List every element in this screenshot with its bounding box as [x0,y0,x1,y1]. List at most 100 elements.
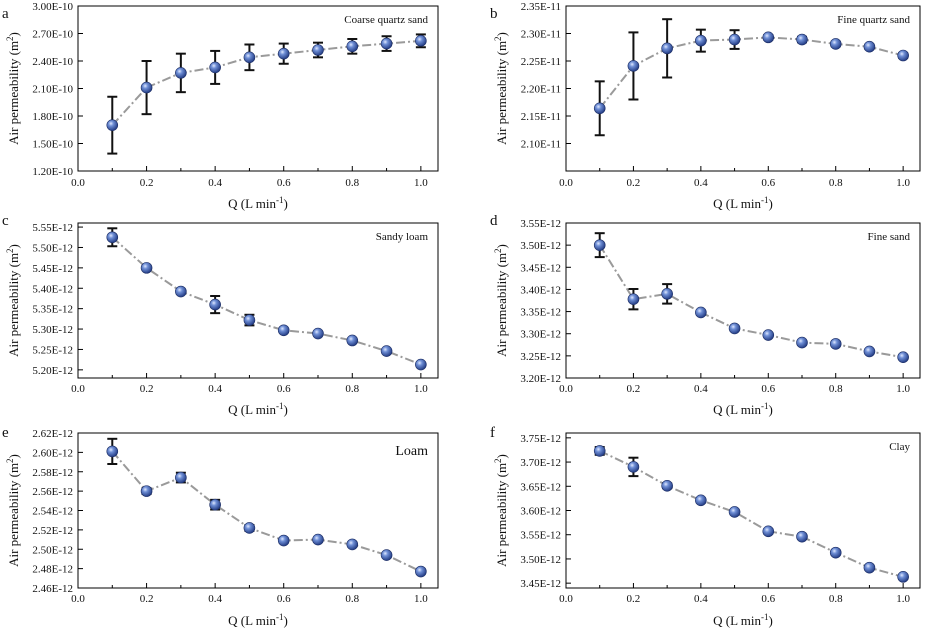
y-tick-label: 5.40E-12 [32,283,73,295]
x-tick-label: 0.6 [277,383,291,395]
data-point [415,565,427,578]
data-point [762,31,775,44]
x-axis-title: Q (L min-1) [713,195,773,211]
data-point [897,351,909,363]
data-point [175,285,187,298]
y-tick-label: 2.10E-11 [521,139,561,151]
panel-e: e Loam 0.0 0.2 0.4 0.6 0.8 1.0 2.46E-12 2.48E-12 2… [2,425,439,628]
data-point [796,336,808,349]
data-point [627,60,640,72]
series-line [111,39,421,126]
data-point [209,298,221,311]
data-point [346,40,359,53]
data-point [243,314,256,326]
x-tick-label: 0.0 [71,593,85,605]
x-tick-label: 0.0 [71,177,85,189]
panel-f: f Clay 0.0 0.2 0.4 0.6 0.8 1.0 3.45E-12 3.50E-12 3… [490,425,921,628]
x-tick-label: 0.6 [761,593,775,605]
y-tick-label: 2.54E-12 [32,506,73,518]
y-tick-label: 2.25E-11 [521,56,561,68]
x-tick-label: 0.6 [761,177,775,189]
x-tick-label: 0.4 [208,383,222,395]
x-tick-label: 1.0 [414,593,428,605]
y-tick-label: 2.10E-10 [32,84,73,96]
y-axis-title: Air permeability (m2) [493,32,509,145]
data-point [380,37,393,50]
x-tick-label: 0.2 [140,383,154,395]
data-point [897,571,909,583]
y-tick-label: 5.55E-12 [32,222,73,234]
series-line [598,36,904,109]
data-point [312,327,324,340]
plot-frame [565,222,921,379]
y-tick-label: 3.20E-12 [520,373,561,385]
data-point [243,522,256,534]
panel-c: c Sandy loam 0.0 0.2 0.4 0.6 0.8 1.0 5.20E-12 5.2… [2,213,439,417]
data-point [728,33,741,46]
data-point [829,38,842,50]
x-axis-title: Q (L min-1) [228,195,288,211]
plot-frame [565,5,921,172]
legend-text: Sandy loam [376,231,429,243]
data-point [106,119,119,131]
data-point [728,506,741,518]
y-tick-label: 3.40E-12 [520,284,561,296]
data-point [312,44,324,56]
y-tick-label: 3.00E-10 [32,1,73,13]
x-tick-label: 0.8 [829,593,843,605]
data-point [140,485,153,497]
x-tick-label: 0.2 [627,383,641,395]
legend-text: Coarse quartz sand [344,14,428,26]
y-tick-label: 2.35E-11 [521,1,561,13]
y-tick-label: 2.48E-12 [32,564,73,576]
data-point [863,561,876,574]
x-tick-label: 0.6 [277,593,291,605]
x-tick-label: 1.0 [896,593,910,605]
panel-d: d Fine sand 0.0 0.2 0.4 0.6 0.8 1.0 3.20E-12 3.25… [490,213,921,417]
y-tick-label: 2.30E-11 [521,29,561,41]
data-point [140,262,153,274]
y-tick-label: 1.80E-10 [32,111,73,123]
x-axis-title: Q (L min-1) [228,612,288,628]
x-tick-label: 0.8 [345,177,359,189]
x-axis-title: Q (L min-1) [713,401,773,417]
y-tick-label: 5.30E-12 [32,324,73,336]
x-tick-label: 0.2 [627,593,641,605]
panel-a: a Coarse quartz sand 0.0 0.2 0.4 0.6 0.8 1.0 1.2… [2,1,439,211]
legend-text: Loam [395,444,428,459]
y-tick-label: 2.62E-12 [32,428,73,440]
y-tick-label: 3.45E-12 [520,578,561,590]
y-tick-label: 3.70E-12 [520,457,561,469]
data-point [796,33,808,46]
y-tick-label: 2.60E-12 [32,447,73,459]
data-point [661,479,673,492]
y-tick-label: 3.50E-12 [520,240,561,252]
plot-frame [77,5,439,172]
y-axis-title: Air permeability (m2) [493,454,509,567]
y-tick-label: 5.25E-12 [32,344,73,356]
data-point [277,324,290,337]
y-axis-title: Air permeability (m2) [493,244,509,357]
data-point [762,525,775,538]
data-point [627,461,640,473]
y-tick-label: 2.52E-12 [32,525,73,537]
y-tick-label: 3.75E-12 [520,433,561,445]
y-tick-label: 3.60E-12 [520,506,561,518]
x-tick-label: 0.4 [208,177,222,189]
x-tick-label: 0.2 [627,177,641,189]
data-point [175,67,187,79]
panel-label: c [2,213,9,229]
x-tick-label: 0.4 [208,593,222,605]
data-point [380,345,393,357]
y-tick-label: 5.35E-12 [32,304,73,316]
data-point [863,40,876,53]
y-tick-label: 5.50E-12 [32,242,73,254]
legend-text: Fine quartz sand [837,14,910,26]
data-point [277,534,290,547]
data-point [796,530,808,543]
data-point [346,538,359,551]
x-tick-label: 0.0 [559,177,573,189]
x-tick-label: 0.2 [140,177,154,189]
x-tick-label: 0.4 [694,177,708,189]
